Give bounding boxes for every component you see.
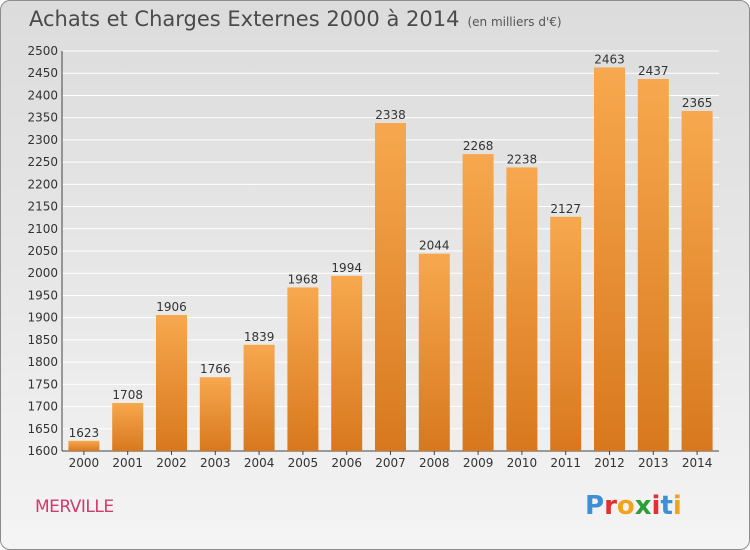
y-tick-label: 1750 [27, 377, 58, 391]
bar [375, 123, 406, 451]
x-tick-label: 2011 [550, 456, 581, 470]
data-label: 2127 [550, 202, 581, 216]
x-tick-label: 2006 [331, 456, 362, 470]
data-labels: 1623 1708 1906 1766 1839 1968 1994 2338 2044 2268… [69, 52, 713, 439]
y-tick-label: 1850 [27, 333, 58, 347]
data-label: 2044 [419, 239, 450, 253]
bar [418, 253, 450, 451]
data-label: 1623 [69, 426, 100, 440]
x-tick-label: 2001 [112, 456, 143, 470]
y-tick-label: 2200 [27, 177, 58, 191]
data-label: 1708 [112, 388, 143, 402]
proxiti-logo[interactable]: Proxiti [585, 491, 682, 521]
y-tick-label: 1800 [27, 355, 58, 369]
bar [550, 216, 582, 451]
data-label: 2365 [682, 96, 713, 110]
bar [243, 344, 275, 451]
x-tick-label: 2002 [156, 456, 187, 470]
data-label: 1839 [244, 330, 275, 344]
y-tick-label: 1900 [27, 311, 58, 325]
data-label: 2463 [594, 52, 625, 66]
bar [594, 67, 625, 451]
y-tick-label: 1600 [27, 444, 58, 458]
y-tick-label: 2250 [27, 155, 58, 169]
x-tick-label: 2014 [682, 456, 713, 470]
x-tick-label: 2013 [638, 456, 669, 470]
x-tick-label: 2010 [507, 456, 538, 470]
y-tick-label: 1700 [27, 400, 58, 414]
y-tick-label: 2150 [27, 200, 58, 214]
bar [681, 111, 713, 451]
x-tick-label: 2009 [463, 456, 494, 470]
chart-title: Achats et Charges Externes 2000 à 2014 (e… [29, 7, 562, 31]
y-tick-label: 1650 [27, 422, 58, 436]
data-label: 2238 [507, 152, 538, 166]
y-tick-label: 2300 [27, 133, 58, 147]
y-tick-label: 1950 [27, 288, 58, 302]
x-tick-label: 2008 [419, 456, 450, 470]
bar [331, 275, 363, 451]
bar [156, 315, 187, 451]
y-tick-label: 2050 [27, 244, 58, 258]
data-label: 2437 [638, 64, 669, 78]
x-tick-label: 2000 [69, 456, 100, 470]
y-tick-label: 2500 [27, 44, 58, 58]
bar [199, 377, 231, 451]
bars [68, 67, 713, 451]
x-tick-label: 2004 [244, 456, 275, 470]
bar [506, 167, 538, 451]
bar [112, 403, 144, 451]
bar [462, 154, 494, 451]
x-tick-label: 2012 [594, 456, 625, 470]
data-label: 1906 [156, 300, 187, 314]
axes: 1600 1650 1700 1750 1800 1850 1900 1950 2000 2050… [27, 44, 719, 470]
bar [287, 287, 319, 451]
y-tick-label: 2450 [27, 66, 58, 80]
data-label: 1994 [331, 261, 362, 275]
x-tick-label: 2005 [288, 456, 319, 470]
x-tick-label: 2007 [375, 456, 406, 470]
data-label: 2338 [375, 108, 406, 122]
commune-name: MERVILLE [35, 497, 114, 517]
data-label: 1766 [200, 362, 231, 376]
x-tick-label: 2003 [200, 456, 231, 470]
y-tick-label: 2350 [27, 111, 58, 125]
chart-unit: (en milliers d'€) [467, 15, 562, 29]
bar [637, 79, 669, 451]
y-tick-label: 2000 [27, 266, 58, 280]
bar [68, 440, 100, 451]
data-label: 2268 [463, 139, 494, 153]
y-tick-label: 2400 [27, 88, 58, 102]
y-tick-label: 2100 [27, 222, 58, 236]
data-label: 1968 [288, 272, 319, 286]
chart-title-text: Achats et Charges Externes 2000 à 2014 [29, 7, 460, 31]
